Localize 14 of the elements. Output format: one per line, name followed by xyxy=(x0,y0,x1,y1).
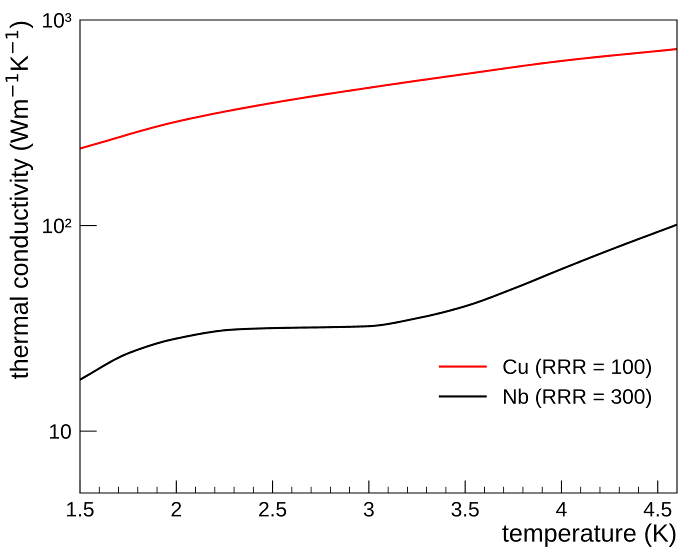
x-tick-label: 2.5 xyxy=(259,502,286,517)
x-tick-label: 3 xyxy=(364,502,374,517)
y-tick-label: 10² xyxy=(43,218,72,234)
y-axis-title: thermal conductivity (Wm$^{−1}$K$^{−1}$) xyxy=(5,22,33,379)
legend-label: Cu (RRR = 100) xyxy=(503,358,651,378)
x-tick-label: 2 xyxy=(172,502,182,516)
x-axis-title: temperature (K) xyxy=(502,524,676,547)
y-tick-label: 10 xyxy=(50,424,71,439)
x-tick-label: 3.5 xyxy=(451,502,479,517)
y-tick-label: 10³ xyxy=(43,13,72,28)
x-tick-label: 1.5 xyxy=(67,502,94,517)
x-tick-label: 4 xyxy=(556,502,567,516)
legend-label: Nb (RRR = 300) xyxy=(504,388,651,408)
x-tick-label: 4.5 xyxy=(644,502,672,517)
